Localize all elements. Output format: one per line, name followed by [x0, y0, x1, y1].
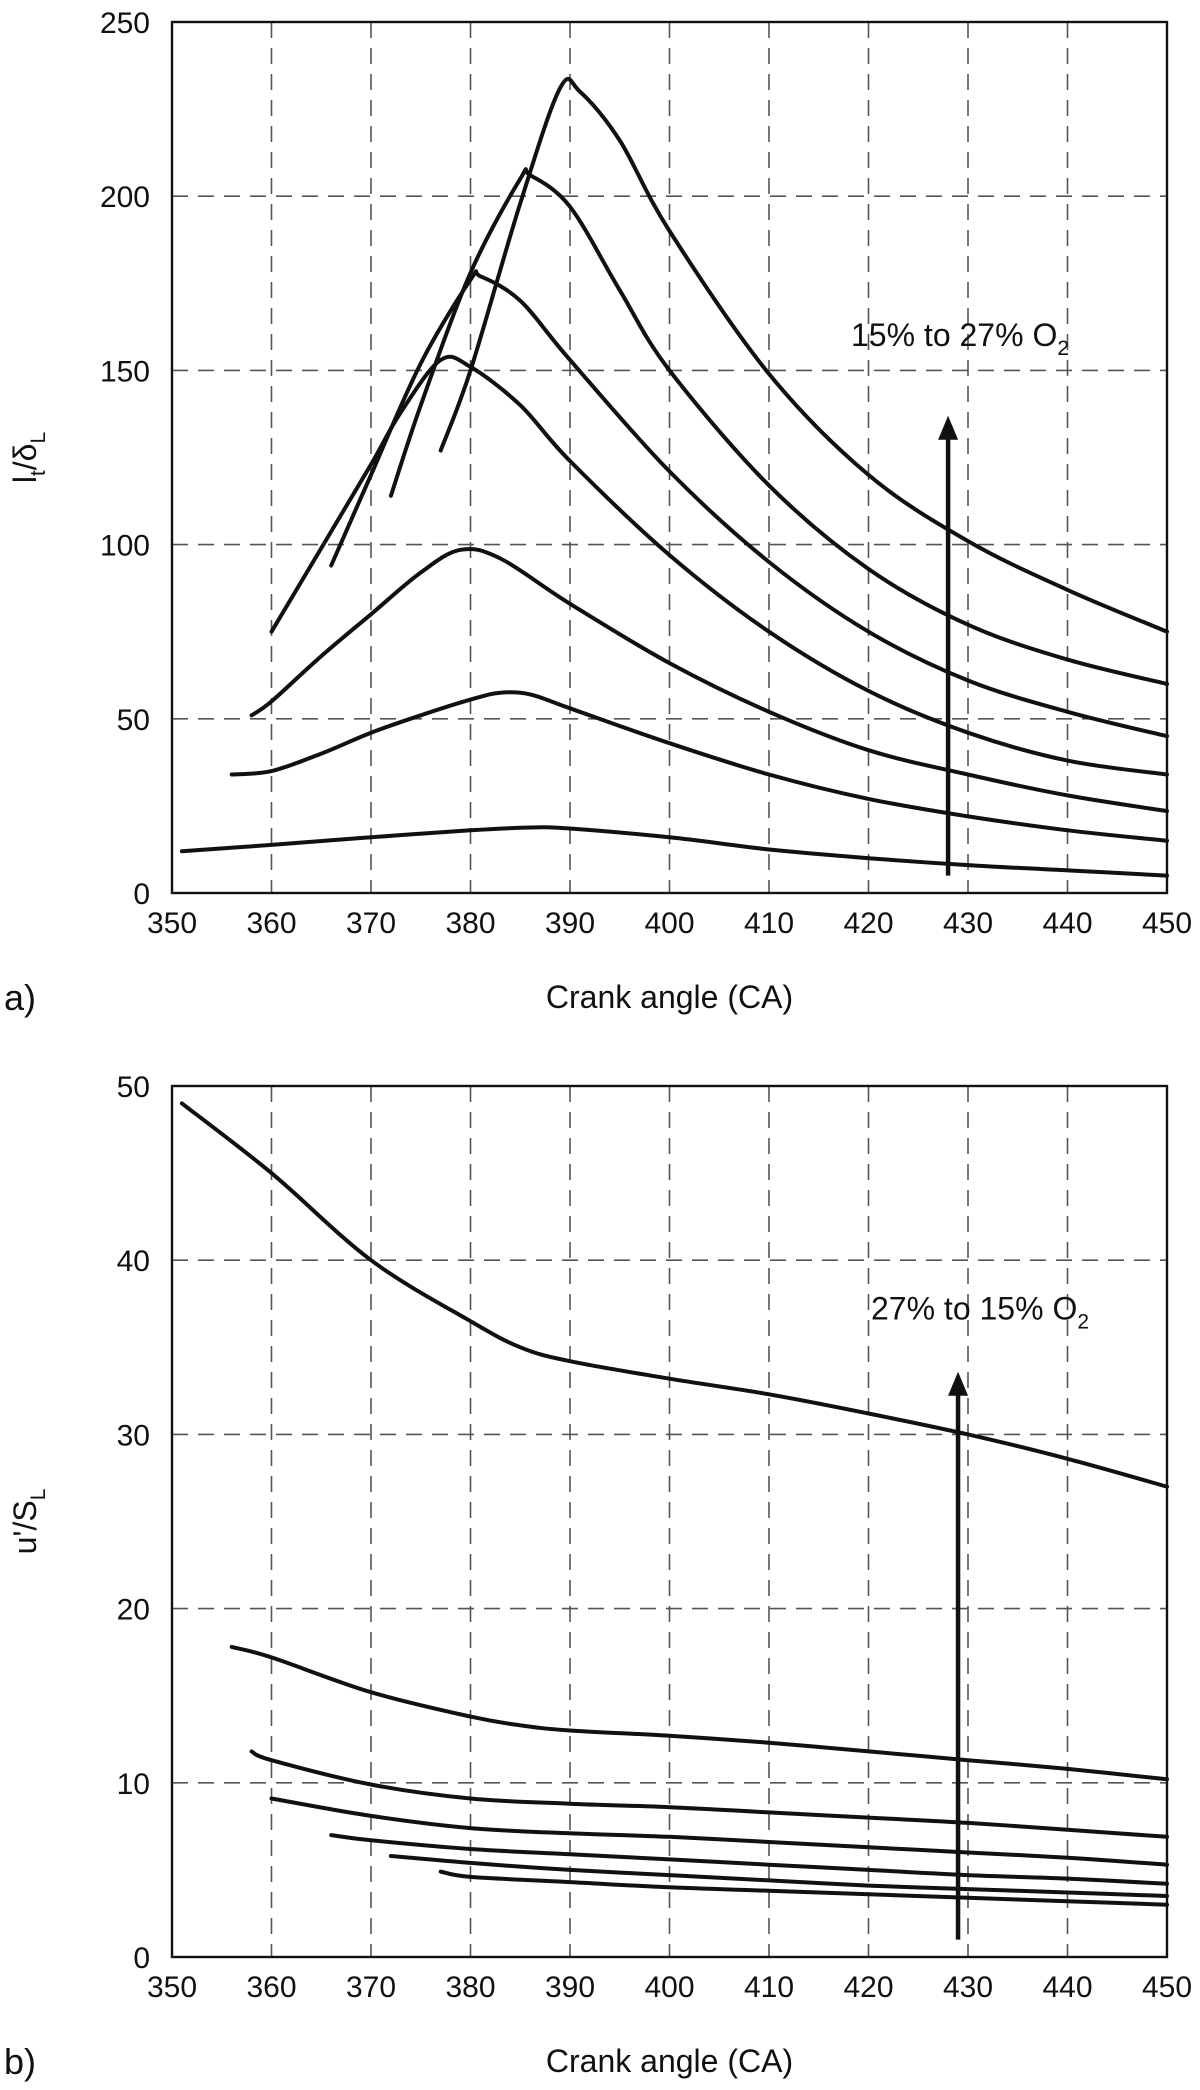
- panel-b-x-tick-360: 360: [246, 1971, 296, 2004]
- panel-b-series-line-2: [229, 1644, 1169, 1782]
- panel-b-x-axis-label: Crank angle (CA): [546, 2043, 793, 2079]
- panel-a-x-tick-410: 410: [744, 907, 794, 940]
- panel-a: 350 360 370 380 390 400 410 420 430 440 450 0 50 100…: [4, 7, 1192, 1018]
- panel-a-y-tick-50: 50: [117, 704, 150, 737]
- panel-b-annotation: 27% to 15% O2: [871, 1290, 1089, 1333]
- panel-a-arrow-head: [938, 415, 959, 440]
- panel-b-grid: [172, 1086, 1167, 1957]
- panel-a-series-line-6: [388, 167, 1169, 686]
- panel-b-x-ticks: 350 360 370 380 390 400 410 420 430 440 450: [147, 1971, 1192, 2004]
- panel-b-arrow-head: [948, 1371, 969, 1396]
- panel-b-series-line-7: [438, 1869, 1169, 1907]
- panel-a-x-tick-440: 440: [1042, 907, 1092, 940]
- panel-a-series-group: [179, 76, 1169, 878]
- panel-b-ylabel-main: u'/S: [7, 1500, 43, 1554]
- panel-a-series-line-7: [438, 76, 1169, 634]
- panel-a-series-line-1: [179, 825, 1169, 878]
- panel-b-y-tick-40: 40: [117, 1245, 150, 1278]
- panel-a-label: a): [4, 977, 36, 1018]
- panel-a-y-axis-label: lt/δL: [7, 432, 50, 483]
- panel-a-y-tick-150: 150: [100, 355, 150, 388]
- panel-b-x-tick-410: 410: [744, 1971, 794, 2004]
- panel-a-y-tick-200: 200: [100, 181, 150, 214]
- panel-a-series-line-5: [329, 269, 1169, 739]
- panel-a-x-axis-label: Crank angle (CA): [546, 979, 793, 1015]
- panel-a-annotation-text: 15% to 27% O: [851, 317, 1057, 353]
- panel-b-y-tick-10: 10: [117, 1768, 150, 1801]
- panel-a-plot-frame: [170, 20, 1169, 895]
- panel-a-y-tick-250: 250: [100, 7, 150, 40]
- panel-b-x-tick-430: 430: [943, 1971, 993, 2004]
- panel-b-x-tick-370: 370: [346, 1971, 396, 2004]
- panel-b-x-tick-440: 440: [1042, 1971, 1092, 2004]
- panel-a-x-tick-370: 370: [346, 907, 396, 940]
- panel-b-series-line-6: [388, 1854, 1169, 1898]
- panel-a-series-line-2: [229, 690, 1169, 843]
- panel-b-x-tick-390: 390: [545, 1971, 595, 2004]
- panel-a-x-ticks: 350 360 370 380 390 400 410 420 430 440 450: [147, 907, 1192, 940]
- panel-a-annotation-sub: 2: [1057, 337, 1069, 360]
- panel-a-series-line-3: [249, 546, 1169, 814]
- panel-b-x-tick-380: 380: [445, 1971, 495, 2004]
- panel-b-x-tick-400: 400: [644, 1971, 694, 2004]
- panel-a-ylabel-main: l: [7, 476, 43, 483]
- panel-b-y-axis-label: u'/SL: [7, 1489, 50, 1555]
- panel-b-series-line-1: [179, 1101, 1169, 1489]
- panel-a-x-tick-430: 430: [943, 907, 993, 940]
- panel-b-y-ticks: 0 10 20 30 40 50: [117, 1071, 150, 1975]
- panel-b-y-tick-30: 30: [117, 1419, 150, 1452]
- panel-b-x-tick-450: 450: [1142, 1971, 1192, 2004]
- panel-a-x-tick-420: 420: [843, 907, 893, 940]
- panel-a-ylabel-sub2: L: [27, 432, 50, 444]
- panel-a-y-tick-100: 100: [100, 530, 150, 563]
- panel-a-annotation: 15% to 27% O2: [851, 317, 1069, 360]
- panel-b-series-group: [179, 1101, 1169, 1907]
- panel-b-x-tick-350: 350: [147, 1971, 197, 2004]
- panel-a-x-tick-450: 450: [1142, 907, 1192, 940]
- panel-a-series-line-4: [269, 354, 1169, 777]
- panel-a-y-ticks: 0 50 100 150 200 250: [100, 7, 150, 911]
- panel-a-ylabel-mid: /δ: [7, 444, 43, 471]
- panel-b-y-tick-20: 20: [117, 1594, 150, 1627]
- panel-b-annotation-sub: 2: [1077, 1310, 1089, 1333]
- panel-a-x-tick-390: 390: [545, 907, 595, 940]
- panel-b-y-tick-0: 0: [133, 1942, 150, 1975]
- panel-b-series-line-4: [269, 1796, 1169, 1867]
- panel-a-x-tick-360: 360: [246, 907, 296, 940]
- panel-b-plot-frame: [170, 1084, 1169, 1959]
- panel-b-label: b): [4, 2041, 36, 2082]
- panel-a-grid: [172, 22, 1167, 893]
- panel-b-ylabel-sub: L: [27, 1489, 50, 1501]
- panel-a-ylabel-sub1: t: [27, 470, 50, 476]
- panel-a-x-tick-400: 400: [644, 907, 694, 940]
- panel-a-x-tick-380: 380: [445, 907, 495, 940]
- panel-b-series-line-3: [249, 1749, 1169, 1839]
- panel-a-y-tick-0: 0: [133, 878, 150, 911]
- panel-b-y-tick-50: 50: [117, 1071, 150, 1104]
- panel-b: 350 360 370 380 390 400 410 420 430 440 450 0 10 20 3…: [4, 1071, 1192, 2082]
- panel-b-x-tick-420: 420: [843, 1971, 893, 2004]
- panel-b-annotation-text: 27% to 15% O: [871, 1290, 1077, 1326]
- panel-b-series-line-5: [329, 1833, 1169, 1886]
- panel-a-x-tick-350: 350: [147, 907, 197, 940]
